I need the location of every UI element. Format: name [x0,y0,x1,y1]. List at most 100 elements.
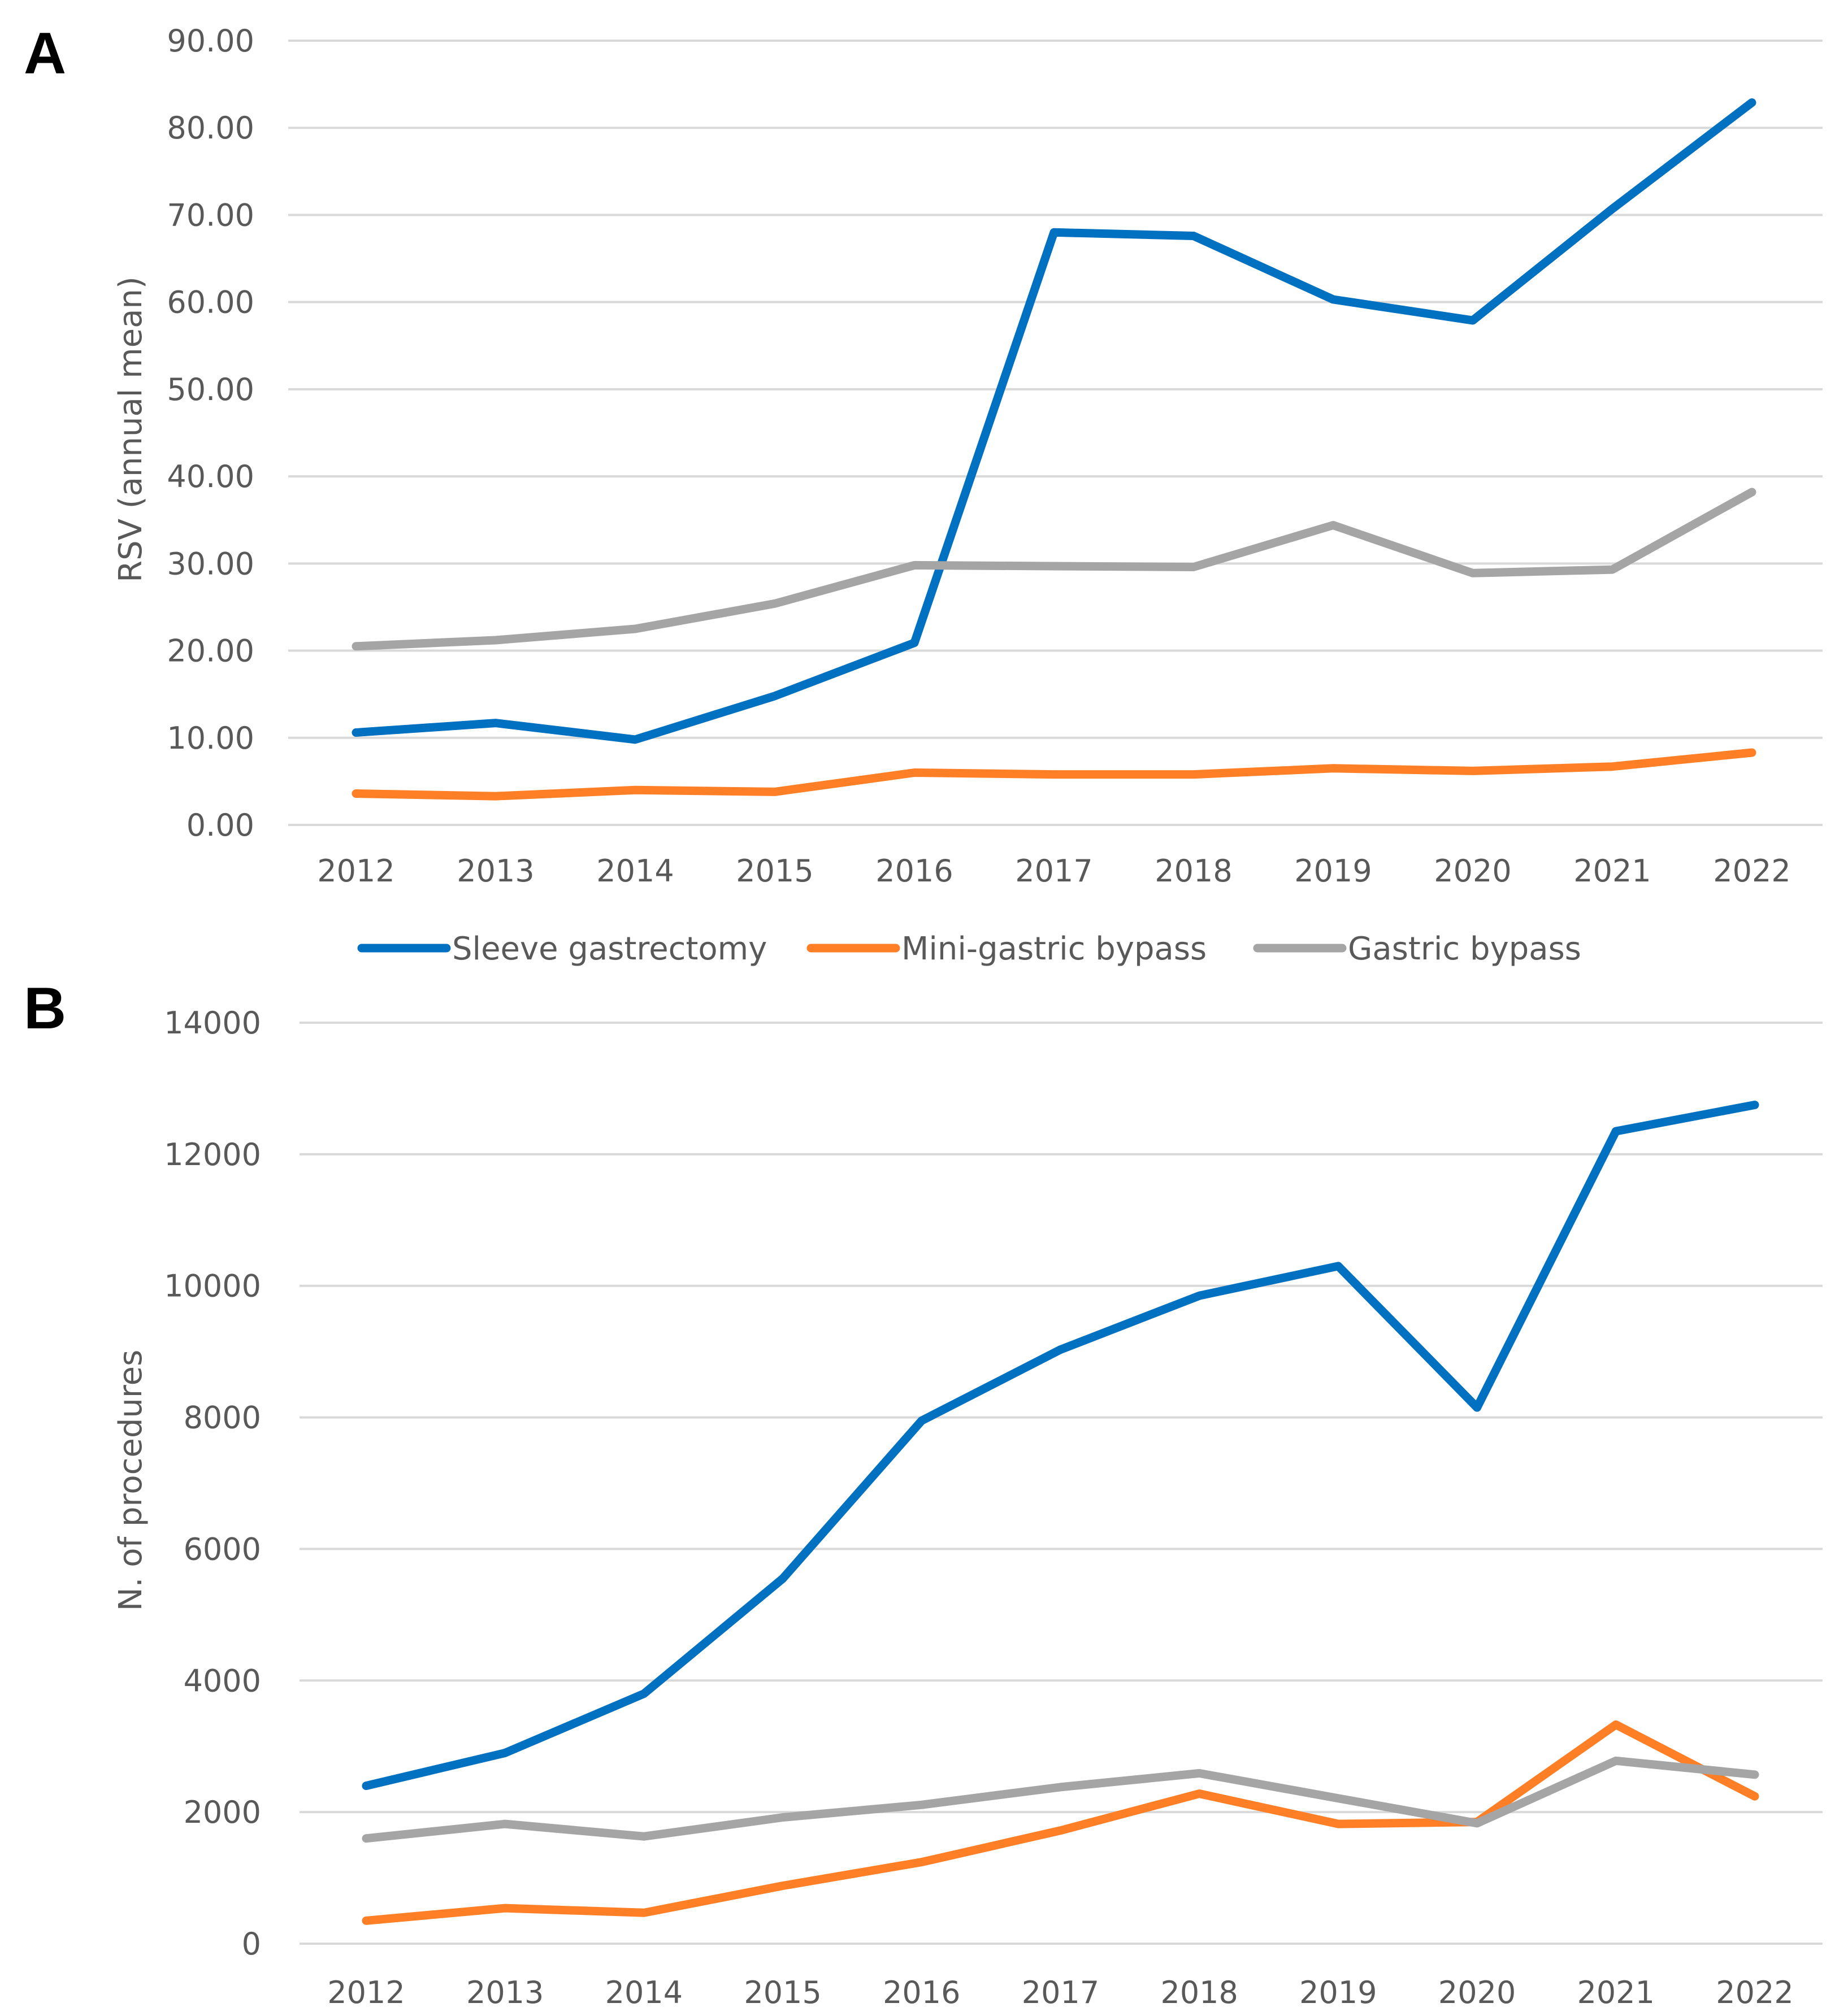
panel-b-point-gastric-bypass [1198,1771,1201,1775]
panel-a-x-tick-label: 2022 [1713,853,1790,889]
panel-a-point-sleeve-gastrectomy [634,738,637,741]
panel-a-x-tick-label: 2013 [457,853,534,889]
panel-a-point-gastric-bypass [494,638,497,642]
panel-b-point-gastric-bypass [1614,1759,1617,1762]
panel-b-point-mini-gastric-bypass [1059,1829,1062,1832]
panel-b-point-sleeve-gastrectomy [920,1419,923,1422]
panel-b-point-mini-gastric-bypass [1198,1792,1201,1796]
panel-b-x-tick-label: 2015 [744,1975,821,2010]
panel-a-y-tick-label: 40.00 [167,459,254,494]
legend: Sleeve gastrectomy Mini-gastric bypass Gas… [357,931,1581,967]
panel-a-point-sleeve-gastrectomy [1331,298,1335,301]
panel-b-point-mini-gastric-bypass [1614,1723,1617,1726]
panel-b-x-tick-label: 2012 [327,1975,405,2010]
panel-b-y-tick-labels: 0 2000 4000 6000 8000 10000 12000 14000 [164,1005,261,1962]
panel-a-point-mini-gastric-bypass [773,790,776,793]
panel-a-point-sleeve-gastrectomy [1471,319,1474,322]
panel-a-x-tick-labels: 2012 2013 2014 2015 2016 2017 2018 2019 2020 2021… [317,853,1790,889]
panel-b-gridlines [300,1022,1823,1945]
panel-b-point-sleeve-gastrectomy [1059,1348,1062,1352]
panel-b-series-sleeve-gastrectomy [362,1101,1759,1791]
panel-a-point-gastric-bypass [354,645,358,648]
panel-a-series-sleeve-gastrectomy [352,98,1756,744]
panel-a-point-sleeve-gastrectomy [773,694,776,698]
panel-a-x-tick-label: 2019 [1294,853,1372,889]
panel-b-x-tick-label: 2013 [466,1975,544,2010]
panel-b-point-mini-gastric-bypass [781,1884,784,1888]
panel-b-series-mini-gastric-bypass [362,1720,1759,1925]
panel-a-letter: A [24,21,66,86]
panel-b-y-tick-label: 10000 [164,1268,261,1304]
panel-a-x-tick-label: 2020 [1434,853,1511,889]
panel-a-y-tick-label: 30.00 [167,546,254,581]
panel-a-point-mini-gastric-bypass [634,788,637,792]
panel-b-point-sleeve-gastrectomy [642,1692,645,1696]
panel-a-point-gastric-bypass [1192,566,1195,569]
panel-a-y-tick-label: 50.00 [167,372,254,407]
panel-b-point-sleeve-gastrectomy [365,1784,368,1788]
panel-b-x-tick-label: 2016 [883,1975,960,2010]
panel-a-point-mini-gastric-bypass [1750,751,1754,754]
panel-a-y-tick-label: 0.00 [186,807,254,843]
panel-a-series-gastric-bypass [352,488,1756,651]
panel-b-x-tick-label: 2021 [1577,1975,1655,2010]
panel-a-series-mini-gastric-bypass [352,748,1756,801]
panel-a-x-tick-label: 2021 [1573,853,1651,889]
panel-b-x-tick-label: 2019 [1299,1975,1377,2010]
panel-b-letter: B [24,976,66,1041]
panel-b-point-sleeve-gastrectomy [1476,1406,1479,1409]
panel-b-y-tick-label: 12000 [164,1137,261,1172]
panel-a-point-mini-gastric-bypass [1471,769,1474,772]
panel-b-point-mini-gastric-bypass [504,1906,507,1910]
panel-b-x-tick-labels: 2012 2013 2014 2015 2016 2017 2018 2019 2020 2021… [327,1975,1793,2010]
panel-b-x-tick-label: 2022 [1716,1975,1793,2010]
panel-a-y-axis-title: RSV (annual mean) [112,276,149,583]
panel-b-point-gastric-bypass [504,1822,507,1826]
panel-b-y-tick-label: 6000 [184,1531,261,1567]
panel-a-point-mini-gastric-bypass [1611,765,1614,768]
panel-b-point-gastric-bypass [365,1837,368,1840]
chart-panel-a: 0.00 10.00 20.00 30.00 40.00 50.00 60.00 70.00 8… [112,23,1823,889]
panel-b-y-axis-title: N. of procedures [112,1350,149,1611]
panel-a-series [352,98,1756,801]
panel-a-x-tick-label: 2012 [317,853,394,889]
panel-a-point-mini-gastric-bypass [494,794,497,798]
panel-a-point-gastric-bypass [773,602,776,605]
panel-b-x-tick-label: 2017 [1022,1975,1099,2010]
panel-a-y-tick-label: 60.00 [167,285,254,320]
panel-a-point-sleeve-gastrectomy [1611,207,1614,211]
panel-b-point-mini-gastric-bypass [1753,1795,1756,1798]
panel-b-point-mini-gastric-bypass [1337,1822,1340,1826]
panel-b-point-gastric-bypass [1476,1822,1479,1825]
panel-a-point-sleeve-gastrectomy [354,731,358,735]
panel-a-point-mini-gastric-bypass [913,771,916,774]
panel-a-y-tick-label: 70.00 [167,197,254,233]
panel-a-point-sleeve-gastrectomy [1750,101,1754,104]
panel-b-point-sleeve-gastrectomy [1198,1294,1201,1297]
panel-a-y-tick-label: 80.00 [167,110,254,146]
panel-a-y-tick-label: 10.00 [167,720,254,756]
panel-a-x-tick-label: 2014 [596,853,674,889]
panel-a-y-tick-label: 20.00 [167,633,254,669]
panel-a-x-tick-label: 2017 [1015,853,1092,889]
panel-b-y-tick-label: 4000 [184,1663,261,1698]
panel-a-gridlines [288,40,1823,826]
panel-b-series [362,1101,1759,1925]
panel-b-point-gastric-bypass [1753,1773,1756,1776]
panel-b-point-gastric-bypass [1059,1785,1062,1789]
panel-b-series-gastric-bypass [362,1756,1759,1843]
panel-a-point-sleeve-gastrectomy [913,641,916,645]
legend-label-mini-gastric-bypass: Mini-gastric bypass [901,931,1207,967]
panel-a-point-mini-gastric-bypass [1192,773,1195,776]
legend-label-gastric-bypass: Gastric bypass [1348,931,1581,967]
panel-b-point-mini-gastric-bypass [365,1919,368,1922]
panel-a-point-gastric-bypass [913,563,916,567]
panel-b-y-tick-label: 14000 [164,1005,261,1041]
panel-a-point-gastric-bypass [1750,490,1754,494]
panel-b-point-gastric-bypass [642,1835,645,1838]
panel-b-x-tick-label: 2014 [605,1975,683,2010]
panel-a-x-tick-label: 2015 [736,853,813,889]
panel-a-point-sleeve-gastrectomy [1192,234,1195,237]
panel-a-point-gastric-bypass [1052,564,1056,568]
